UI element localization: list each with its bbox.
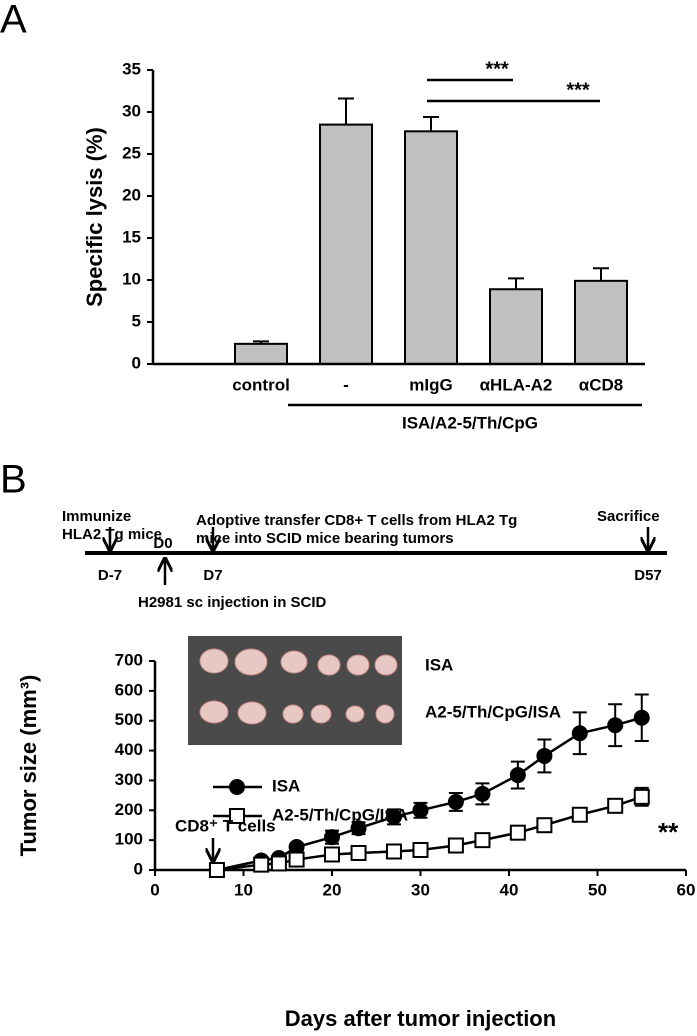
y-tick-label: 600 — [115, 680, 143, 699]
timeline: D-7 D0 D7 D57 Immunize HLA2 Tg mice Adop… — [62, 508, 667, 611]
marker — [474, 832, 491, 849]
day-label: D0 — [153, 535, 172, 552]
y-tick-label: 10 — [122, 269, 141, 288]
marker — [447, 793, 464, 810]
x-tick-label: 30 — [411, 880, 430, 899]
marker — [412, 802, 429, 819]
marker — [509, 767, 526, 784]
legend-marker — [229, 808, 245, 824]
x-tick-label: 0 — [150, 880, 159, 899]
marker — [385, 843, 402, 860]
marker — [607, 797, 624, 814]
annotation: CD8⁺ T cells — [175, 816, 276, 835]
x-tick-label: 20 — [323, 880, 342, 899]
y-tick-label: 700 — [115, 650, 143, 669]
y-tick-label: 200 — [115, 800, 143, 819]
y-axis-title: Specific lysis (%) — [82, 127, 107, 307]
photo-label: ISA — [425, 655, 453, 674]
marker — [270, 855, 287, 872]
marker — [412, 841, 429, 858]
event-text: mice into SCID mice bearing tumors — [196, 530, 454, 547]
marker — [607, 717, 624, 734]
marker — [633, 788, 650, 805]
error-bar — [423, 116, 439, 132]
marker — [633, 709, 650, 726]
group-label: ISA/A2-5/Th/CpG — [402, 413, 538, 432]
day-label: D-7 — [98, 567, 122, 584]
x-tick-label: 40 — [500, 880, 519, 899]
bar — [574, 279, 628, 365]
y-tick-label: 0 — [132, 353, 141, 372]
x-axis-title: Days after tumor injection — [285, 1006, 556, 1031]
y-tick-label: 35 — [122, 59, 141, 78]
event-text: Immunize — [62, 508, 131, 525]
bar — [319, 123, 373, 365]
marker — [447, 837, 464, 854]
legend-label: ISA — [272, 776, 300, 795]
marker — [385, 808, 402, 825]
y-tick-label: 5 — [132, 311, 141, 330]
event-text: Adoptive transfer CD8+ T cells from HLA2… — [196, 512, 517, 529]
x-tick-label: 50 — [588, 880, 607, 899]
significance-label: *** — [485, 58, 509, 80]
marker — [536, 817, 553, 834]
error-bar — [338, 97, 354, 125]
x-tick-label: - — [343, 375, 349, 394]
event-text: Sacrifice — [597, 508, 660, 525]
event-text: HLA2 Tg mice — [62, 526, 162, 543]
marker — [571, 806, 588, 823]
x-tick-label: control — [232, 375, 290, 394]
legend-label: A2-5/Th/CpG/ISA — [272, 805, 408, 824]
event-text: H2981 sc injection in SCID — [138, 594, 327, 611]
legend-marker — [229, 779, 245, 795]
day-label: D7 — [203, 567, 222, 584]
x-tick-label: mIgG — [409, 375, 452, 394]
panel-label: B — [0, 458, 27, 502]
x-tick-label: 10 — [234, 880, 253, 899]
marker — [208, 862, 225, 878]
y-tick-label: 15 — [122, 227, 141, 246]
marker — [350, 820, 367, 837]
panel-label: A — [0, 0, 27, 42]
x-tick-label: 60 — [677, 880, 696, 899]
y-tick-label: 20 — [122, 185, 141, 204]
marker — [350, 844, 367, 861]
y-tick-label: 100 — [115, 830, 143, 849]
x-tick-label: αCD8 — [579, 375, 623, 394]
x-tick-label: αHLA-A2 — [480, 375, 553, 394]
y-tick-label: 25 — [122, 143, 141, 162]
error-bar — [253, 340, 269, 344]
day-label: D57 — [634, 567, 662, 584]
marker — [509, 824, 526, 841]
marker — [474, 785, 491, 802]
marker — [571, 725, 588, 742]
y-axis-title: Tumor size (mm³) — [16, 675, 41, 857]
photo-label: A2-5/Th/CpG/ISA — [425, 702, 561, 721]
bar — [234, 342, 288, 365]
marker — [288, 839, 305, 856]
marker — [253, 856, 270, 873]
error-bar — [593, 267, 609, 281]
marker — [324, 829, 340, 846]
y-tick-label: 500 — [115, 710, 143, 729]
y-tick-label: 300 — [115, 770, 143, 789]
significance-label: ** — [658, 817, 679, 847]
bar — [489, 288, 543, 365]
error-bar — [508, 277, 524, 290]
bar — [404, 130, 458, 365]
marker — [288, 851, 305, 868]
marker — [324, 846, 340, 863]
significance-label: *** — [566, 79, 590, 101]
y-tick-label: 400 — [115, 740, 143, 759]
tumor-photo — [188, 636, 402, 745]
marker — [536, 747, 553, 764]
y-tick-label: 30 — [122, 101, 141, 120]
y-tick-label: 0 — [134, 859, 143, 878]
